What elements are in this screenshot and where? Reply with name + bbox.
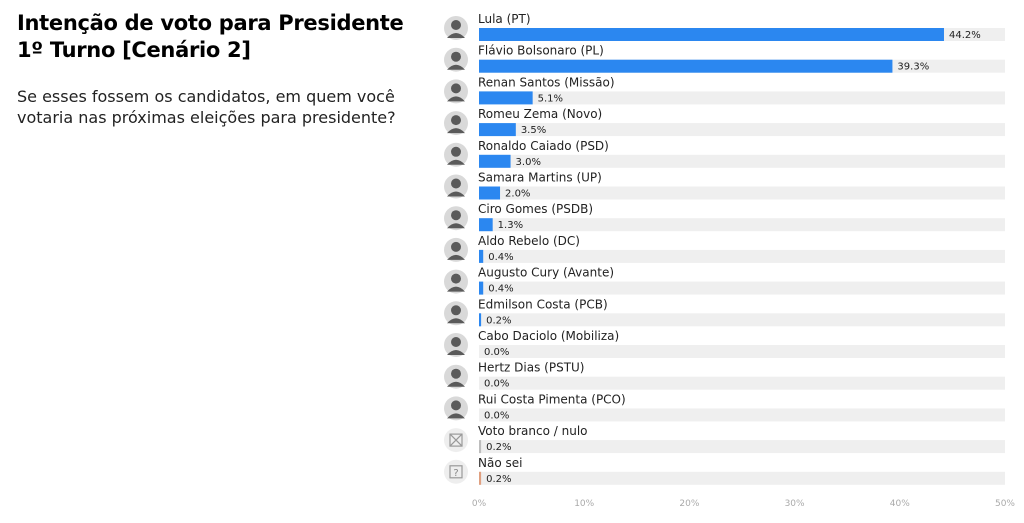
- value-label: 0.2%: [486, 315, 511, 326]
- avatar-head-icon: [451, 305, 461, 316]
- ballot-cross-icon: [449, 433, 463, 447]
- avatar-body-icon: [447, 254, 465, 260]
- bar: [479, 249, 484, 263]
- bar-track: [479, 376, 1005, 390]
- avatar-body-icon: [447, 191, 465, 197]
- value-label: 0.4%: [488, 284, 513, 295]
- title-line-2: 1º Turno [Cenário 2]: [17, 38, 251, 62]
- category-label: Ronaldo Caiado (PSD): [478, 139, 609, 153]
- avatar-head-icon: [451, 146, 461, 157]
- bar: [479, 218, 493, 232]
- avatar-head-icon: [451, 337, 461, 347]
- bar-track: [479, 123, 1005, 137]
- bar-track: [479, 408, 1005, 422]
- value-label: 0.4%: [488, 252, 513, 263]
- avatar-body-icon: [447, 350, 465, 355]
- bar-track: [479, 218, 1005, 232]
- bar: [479, 440, 482, 454]
- bar-track: [479, 313, 1005, 327]
- category-label: Rui Costa Pimenta (PCO): [478, 392, 626, 406]
- avatar-body-icon: [447, 159, 465, 165]
- bar-track: [479, 345, 1005, 358]
- category-label: Ciro Gomes (PSDB): [478, 202, 593, 216]
- category-label: Não sei: [478, 456, 522, 470]
- bar: [479, 91, 533, 105]
- value-label: 0.2%: [486, 442, 511, 453]
- avatar-head-icon: [451, 400, 461, 411]
- avatar-head-icon: [451, 210, 461, 221]
- category-label: Voto branco / nulo: [478, 424, 588, 438]
- avatar-body-icon: [447, 96, 465, 102]
- ballot-box-icon: [449, 433, 463, 447]
- avatar-head-icon: [451, 241, 461, 252]
- avatar-body-icon: [447, 223, 465, 229]
- category-label: Cabo Daciolo (Mobiliza): [478, 329, 619, 343]
- category-label: Edmilson Costa (PCB): [478, 297, 608, 311]
- bar: [479, 313, 482, 327]
- category-label: Augusto Cury (Avante): [478, 266, 614, 280]
- value-label: 3.5%: [521, 125, 546, 136]
- header: Intenção de voto para Presidente 1º Turn…: [17, 10, 417, 128]
- question-box-icon: [449, 465, 463, 479]
- avatar-body-icon: [447, 413, 465, 419]
- value-label: 0.2%: [486, 474, 511, 485]
- category-label: Renan Santos (Missão): [478, 75, 615, 89]
- avatar-head-icon: [451, 273, 461, 284]
- bar-track: [479, 440, 1005, 454]
- avatar-body-icon: [447, 381, 465, 387]
- x-tick-label: 50%: [995, 499, 1015, 509]
- avatar-head-icon: [451, 178, 461, 189]
- bar: [479, 28, 944, 41]
- category-label: Hertz Dias (PSTU): [478, 361, 584, 375]
- category-label: Lula (PT): [478, 12, 531, 26]
- avatar-head-icon: [451, 20, 461, 30]
- value-label: 5.1%: [538, 93, 563, 104]
- bar: [479, 154, 511, 168]
- x-tick-label: 20%: [679, 499, 699, 509]
- title-line-1: Intenção de voto para Presidente: [17, 11, 404, 35]
- x-tick-label: 40%: [890, 499, 910, 509]
- bar: [479, 186, 501, 200]
- avatar-head-icon: [451, 368, 461, 379]
- value-label: 0.0%: [484, 410, 509, 421]
- page-title: Intenção de voto para Presidente 1º Turn…: [17, 10, 417, 64]
- avatar-body-icon: [447, 64, 465, 70]
- bar-track: [479, 186, 1005, 200]
- x-tick-label: 10%: [574, 499, 594, 509]
- bar-track: [479, 91, 1005, 105]
- value-label: 44.2%: [949, 30, 981, 41]
- bar-track: [479, 154, 1005, 168]
- x-tick-label: 30%: [785, 499, 805, 509]
- bar: [479, 123, 516, 137]
- avatar-body-icon: [447, 318, 465, 324]
- bar-track: [479, 249, 1005, 263]
- bar: [479, 471, 482, 485]
- value-label: 0.0%: [484, 347, 509, 358]
- category-label: Romeu Zema (Novo): [478, 107, 602, 121]
- avatar-head-icon: [451, 83, 461, 94]
- category-label: Flávio Bolsonaro (PL): [478, 44, 604, 58]
- value-label: 3.0%: [516, 157, 541, 168]
- bar: [479, 59, 893, 73]
- value-label: 1.3%: [498, 220, 523, 231]
- category-label: Samara Martins (UP): [478, 171, 602, 185]
- value-label: 0.0%: [484, 379, 509, 390]
- poll-question: Se esses fossem os candidatos, em quem v…: [17, 87, 396, 127]
- avatar-body-icon: [447, 33, 465, 38]
- avatar-body-icon: [447, 128, 465, 134]
- question-glyph-icon: ?: [453, 468, 458, 479]
- bar-track: [479, 471, 1005, 485]
- category-label: Aldo Rebelo (DC): [478, 234, 580, 248]
- bar-track: [479, 281, 1005, 295]
- value-label: 2.0%: [505, 189, 530, 200]
- avatar-head-icon: [451, 115, 461, 126]
- value-label: 39.3%: [897, 62, 929, 73]
- avatar-head-icon: [451, 51, 461, 62]
- x-tick-label: 0%: [472, 499, 487, 509]
- bar: [479, 281, 484, 295]
- avatar-body-icon: [447, 286, 465, 292]
